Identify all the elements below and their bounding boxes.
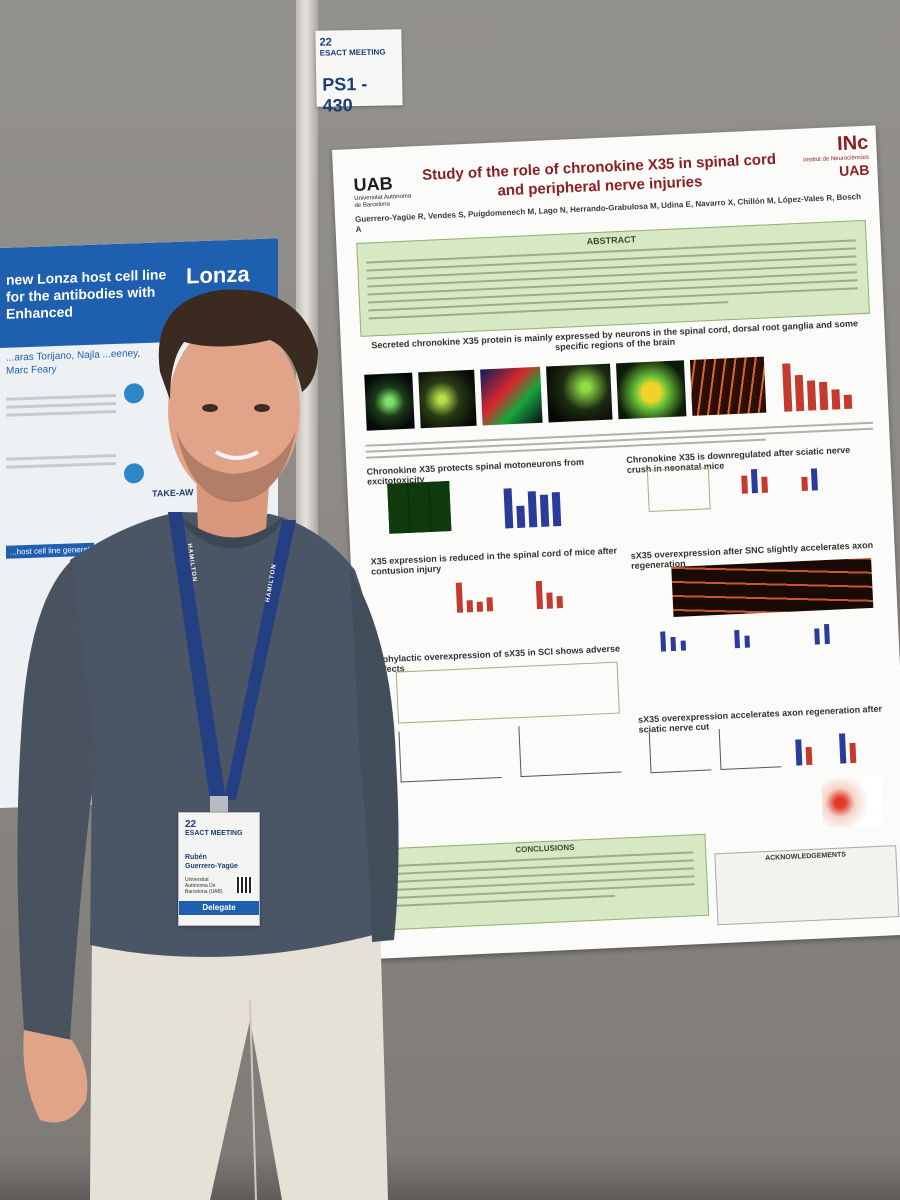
delegate-badge: 22 ESACT MEETING Rubén Guerrero-Yagüe Un… bbox=[178, 812, 260, 926]
microscopy-image bbox=[689, 356, 767, 416]
bar-chart-nerve-cut bbox=[789, 722, 881, 766]
motoneuron-images bbox=[387, 481, 452, 534]
conclusions-box: CONCLUSIONS bbox=[383, 833, 710, 931]
line-chart-bms bbox=[398, 727, 502, 783]
badge-year: 22 bbox=[185, 819, 197, 830]
microscopy-image bbox=[480, 366, 543, 426]
paw-heatmap bbox=[821, 775, 884, 829]
bar-chart-regeneration bbox=[654, 616, 875, 652]
bar-chart-motoneurons bbox=[497, 474, 599, 529]
badge-organization: Universitat Autònoma De Barcelona (UAB) bbox=[185, 877, 223, 895]
badge-last-name: Guerrero-Yagüe bbox=[185, 863, 238, 870]
card-year: 22 bbox=[319, 36, 332, 49]
research-poster: UAB Universitat Autònoma de Barcelona St… bbox=[332, 125, 900, 960]
left-poster-label: ...host cell line generat bbox=[6, 542, 95, 559]
microscopy-image bbox=[364, 372, 415, 431]
bar-chart-g bbox=[774, 352, 866, 412]
microscopy-image bbox=[546, 363, 613, 423]
abstract-box: ABSTRACT bbox=[356, 219, 870, 337]
qr-code-icon bbox=[237, 877, 253, 893]
badge-first-name: Rubén bbox=[185, 854, 207, 861]
microscopy-image bbox=[418, 369, 477, 429]
line-chart-digital bbox=[718, 726, 782, 771]
nerve-regeneration-image bbox=[671, 557, 874, 617]
scatter-chart bbox=[518, 721, 622, 778]
board-number-card: 22 ESACT MEETING PS1 - 430 bbox=[315, 29, 403, 116]
uab-logo: UAB Universitat Autònoma de Barcelona bbox=[353, 173, 412, 210]
conclusions-heading: CONCLUSIONS bbox=[515, 842, 575, 855]
bar-chart-lumbar bbox=[797, 461, 838, 492]
left-poster-authors: ...aras Torijano, Najla ...eeney, Marc F… bbox=[6, 348, 141, 377]
poster-title: Study of the role of chronokine X35 in s… bbox=[421, 150, 777, 200]
badge-name: Rubén Guerrero-Yagüe bbox=[185, 853, 238, 871]
bar-chart-hindlimb bbox=[737, 464, 778, 494]
info-icon bbox=[124, 462, 144, 484]
diagram-spinal-cord bbox=[395, 661, 620, 724]
acknowledgements-box: ACKNOWLEDGEMENTS bbox=[714, 845, 900, 926]
left-poster: new Lonza host cell line for the antibod… bbox=[0, 238, 278, 809]
board-id: PS1 - 430 bbox=[322, 73, 368, 116]
card-meeting: ESACT MEETING bbox=[319, 47, 386, 58]
acknowledgements-heading: ACKNOWLEDGEMENTS bbox=[764, 851, 847, 863]
diagram-sciatic bbox=[646, 467, 711, 513]
info-icon bbox=[124, 382, 144, 404]
badge-meeting: ESACT MEETING bbox=[185, 830, 243, 837]
microscopy-image bbox=[615, 360, 687, 420]
wall-divider-post bbox=[296, 0, 318, 1200]
bar-chart-contusion-1 bbox=[451, 570, 513, 613]
badge-role: Delegate bbox=[179, 901, 259, 915]
inc-logo: INc Institut de Neurociències UAB bbox=[803, 131, 870, 180]
lonza-logo: Lonza bbox=[186, 261, 250, 289]
left-poster-title: new Lonza host cell line for the antibod… bbox=[6, 266, 167, 322]
bar-chart-contusion-2 bbox=[531, 567, 593, 610]
left-poster-section: TAKE-AW bbox=[152, 487, 194, 499]
line-chart-plantar bbox=[648, 729, 712, 774]
